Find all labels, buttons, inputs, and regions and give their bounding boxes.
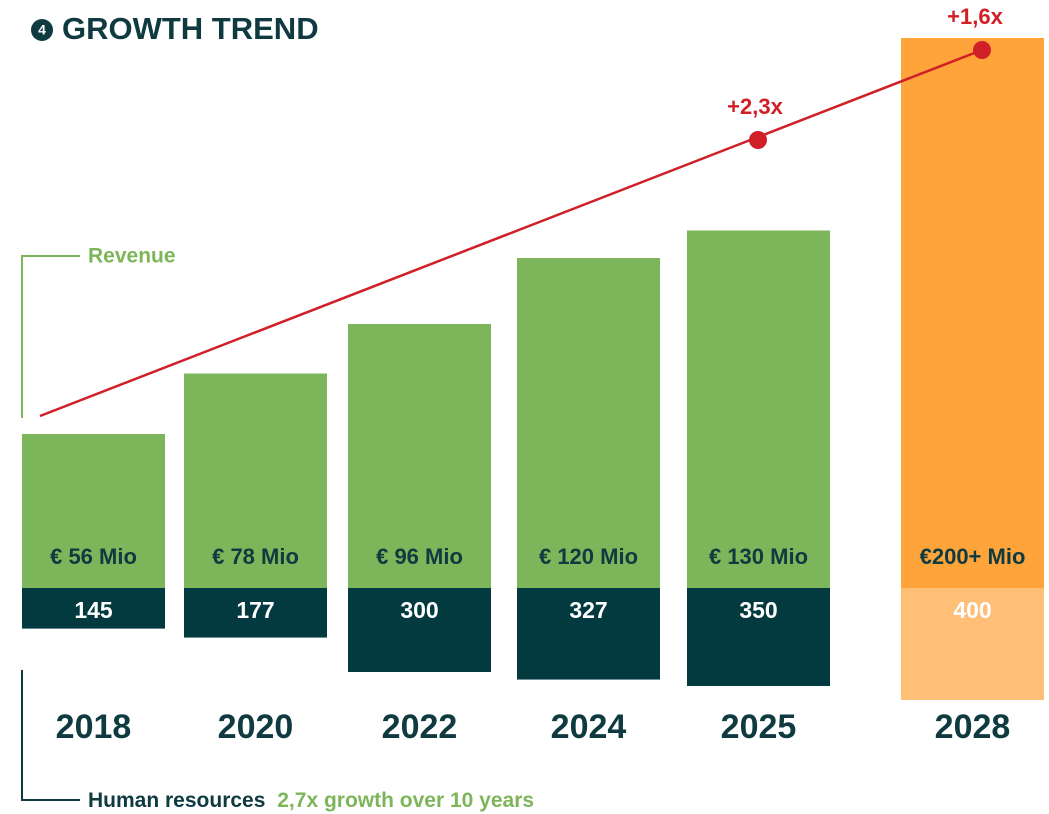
revenue-label: € 78 Mio: [212, 544, 299, 569]
badge-number: 4: [38, 22, 46, 38]
hr-bar: [687, 588, 830, 686]
hr-label: 327: [569, 597, 607, 623]
x-tick-label: 2020: [218, 708, 294, 746]
title-badge: [31, 19, 53, 41]
hr-label: 145: [74, 597, 113, 623]
growth-note: 2,7x growth over 10 years: [277, 789, 534, 812]
x-tick-label: 2028: [935, 708, 1011, 746]
x-tick-label: 2022: [382, 708, 458, 746]
legend-revenue: Revenue: [88, 245, 176, 268]
hr-bar: [901, 588, 1044, 700]
hr-label: 350: [739, 597, 777, 623]
hr-label: 300: [400, 597, 438, 623]
revenue-label: € 120 Mio: [539, 544, 638, 569]
hr-bar: [184, 588, 327, 638]
revenue-label: € 56 Mio: [50, 544, 137, 569]
revenue-bracket: [21, 255, 80, 418]
x-tick-label: 2018: [56, 708, 132, 746]
hr-bar: [22, 588, 165, 629]
revenue-bar: [22, 434, 165, 588]
trend-marker: [973, 41, 991, 59]
hr-bar: [348, 588, 491, 672]
x-tick-label: 2024: [551, 708, 627, 746]
revenue-label: € 130 Mio: [709, 544, 808, 569]
annotation: +2,3x: [727, 94, 783, 119]
revenue-bar: [901, 38, 1044, 588]
legend-hr: Human resources 2,7x growth over 10 year…: [88, 789, 534, 812]
revenue-label: €200+ Mio: [920, 544, 1026, 569]
annotation: +1,6x: [947, 4, 1003, 29]
chart-title: GROWTH TREND: [62, 11, 319, 46]
revenue-bar: [184, 373, 327, 588]
revenue-label: € 96 Mio: [376, 544, 463, 569]
revenue-bar: [348, 324, 491, 588]
legend-hr-name: Human resources: [88, 789, 265, 812]
x-tick-label: 2025: [721, 708, 797, 746]
revenue-bar: [517, 258, 660, 588]
trend-marker: [749, 131, 767, 149]
revenue-bar: [687, 230, 830, 588]
hr-label: 400: [953, 597, 991, 623]
hr-label: 177: [236, 597, 274, 623]
hr-bracket: [21, 670, 80, 801]
hr-bar: [517, 588, 660, 680]
trend-line: [39, 48, 983, 418]
